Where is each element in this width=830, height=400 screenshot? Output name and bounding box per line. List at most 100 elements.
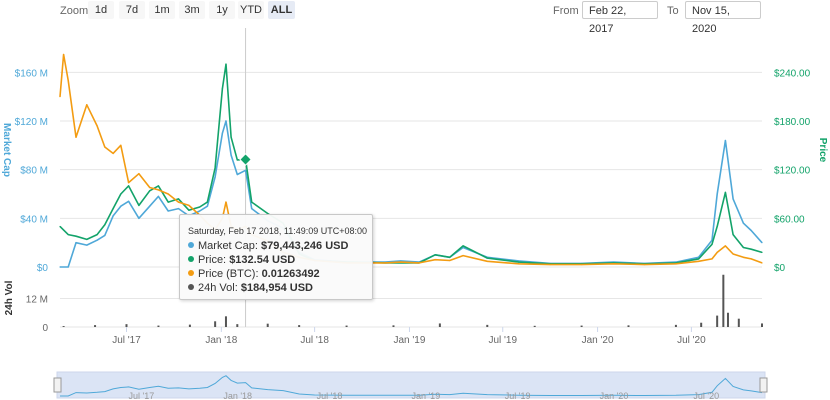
series-point [157, 185, 160, 187]
series-point [267, 212, 269, 215]
x-tick-label: Jan '18 [205, 335, 237, 346]
series-point [86, 104, 88, 106]
tooltip-label: 24h Vol: [198, 282, 238, 294]
tooltip-row-volume: 24h Vol: $184,954 USD [188, 282, 313, 294]
series-point [251, 208, 253, 210]
series-point [716, 251, 718, 253]
series-point [127, 182, 130, 184]
zoom-1m-button[interactable]: 1m [149, 1, 175, 19]
series-point [199, 210, 201, 212]
series-point [518, 260, 520, 262]
series-point [225, 201, 227, 203]
series-point [157, 195, 160, 198]
series-point [206, 205, 209, 207]
x-tick-label: Jul '18 [300, 335, 329, 346]
series-point [112, 152, 114, 155]
series-point [400, 260, 402, 262]
volume-bar [761, 323, 763, 327]
series-point [206, 201, 209, 203]
volume-bar [345, 325, 348, 327]
series-point [112, 215, 114, 217]
volume-bar [438, 323, 441, 327]
series-point [418, 262, 420, 264]
series-point [112, 208, 114, 210]
volume-bar [392, 325, 395, 327]
series-point [221, 132, 223, 134]
volume-bar [62, 326, 65, 327]
to-date-input[interactable]: Nov 15, 2020 [685, 1, 761, 35]
left-axis-title: Market Cap [1, 123, 12, 177]
series-point [167, 201, 169, 203]
series-point [742, 222, 745, 224]
x-tick-label: Jan '20 [582, 335, 614, 346]
zoom-1d-button[interactable]: 1d [88, 1, 114, 19]
series-point [711, 258, 713, 260]
volume-axis-title: 24h Vol [4, 280, 15, 315]
navigator-mask [56, 371, 766, 399]
series-point [486, 260, 488, 262]
right-tick-label: $240.00 [774, 68, 811, 79]
volume-bar [700, 322, 703, 327]
series-point [138, 204, 140, 206]
series-point [449, 256, 451, 258]
right-tick-label: $180.00 [774, 117, 811, 128]
series-point [177, 198, 180, 200]
series-point [761, 242, 763, 244]
volume-dot [188, 284, 194, 290]
series-point [67, 266, 69, 268]
zoom-7d-button[interactable]: 7d [119, 1, 145, 19]
x-tick-label: Jul '20 [677, 335, 706, 346]
market-cap-dot [188, 242, 194, 248]
volume-bar [722, 274, 725, 327]
volume-bar [125, 324, 128, 327]
series-point [59, 225, 61, 228]
volume-bar [266, 323, 269, 327]
volume-bar [486, 324, 489, 327]
navigator-handle [53, 377, 62, 393]
from-date-input[interactable]: Feb 22, 2017 [582, 1, 658, 35]
tooltip-value: $79,443,246 USD [260, 240, 349, 252]
zoom-all-button[interactable]: ALL [268, 1, 295, 19]
tooltip: Saturday, Feb 17 2018, 11:49:09 UTC+08:0… [179, 214, 373, 300]
series-point [75, 235, 77, 237]
series-point [750, 229, 752, 232]
left-tick-label: $40 M [20, 214, 48, 225]
volume-bar [580, 325, 583, 327]
zoom-3m-button[interactable]: 3m [179, 1, 205, 19]
series-point [188, 209, 190, 211]
navigator: Jul '17 Jan '18 Jul '18 Jan '19 Jul '19 Jan '… [53, 371, 768, 400]
series-point [104, 146, 106, 148]
zoom-ytd-button[interactable]: YTD [238, 1, 264, 19]
series-point [462, 245, 464, 247]
to-label: To [667, 5, 679, 17]
series-point [177, 208, 180, 210]
volume-bar [737, 318, 740, 327]
navigator-tick-label: Jan '19 [411, 391, 440, 400]
series-point [732, 198, 734, 200]
series-point [449, 259, 451, 262]
series-point [120, 193, 122, 195]
series-line [60, 120, 763, 268]
volume-bar [627, 325, 630, 327]
series-line [59, 53, 763, 266]
series-point [149, 190, 151, 192]
series-point [59, 96, 61, 98]
series-point [138, 217, 140, 219]
zoom-1y-button[interactable]: 1y [209, 1, 235, 19]
tooltip-label: Price: [198, 254, 227, 266]
price-dot [188, 256, 194, 262]
series-point [177, 201, 180, 203]
series-point [742, 246, 745, 249]
from-label: From [553, 5, 579, 17]
series-point [96, 125, 98, 127]
series-point [188, 204, 190, 206]
series-point [138, 173, 140, 175]
series-point [127, 185, 130, 187]
right-tick-label: $120.00 [774, 166, 811, 177]
volume-bar [188, 324, 191, 327]
series-point [724, 245, 727, 247]
chart-toolbar: Zoom 1d 7d 1m 3m 1y YTD ALL From Feb 22,… [0, 0, 830, 35]
series-point [698, 260, 700, 262]
volume-bar [94, 325, 97, 327]
left-tick-label: $120 M [15, 117, 48, 128]
